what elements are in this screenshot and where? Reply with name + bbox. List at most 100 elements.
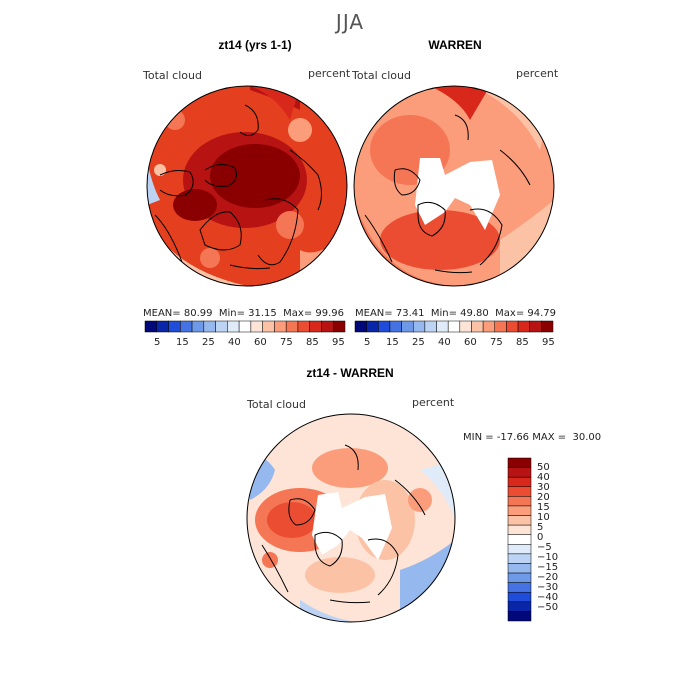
panel2-units: percent xyxy=(516,67,559,80)
diff-colorbar xyxy=(507,457,532,622)
colorbar-swatch xyxy=(191,320,205,333)
diff-tick: −15 xyxy=(537,562,559,573)
colorbar-swatch xyxy=(507,496,532,507)
diff-tick: 40 xyxy=(537,472,550,483)
panel1-max-label: Max= xyxy=(283,308,313,319)
diff-tick: 20 xyxy=(537,492,550,503)
panel1-min: 31.15 xyxy=(248,308,277,319)
diff-map xyxy=(246,413,456,623)
colorbar-swatch xyxy=(309,320,322,333)
colorbar-swatch xyxy=(447,320,461,333)
colorbar-swatch xyxy=(250,320,263,333)
panel1-tick: 25 xyxy=(202,337,215,348)
colorbar-swatch xyxy=(494,320,507,333)
colorbar-swatch xyxy=(507,505,532,516)
panel1-tick: 60 xyxy=(254,337,267,348)
colorbar-swatch xyxy=(238,320,252,333)
colorbar-swatch xyxy=(459,320,472,333)
diff-tick: 30 xyxy=(537,482,550,493)
panel1-stats: MEAN= 80.99 Min= 31.15 Max= 99.96 xyxy=(143,308,344,319)
diff-max-label: MAX = xyxy=(532,432,567,443)
colorbar-swatch xyxy=(507,611,532,622)
panel2-mean: 73.41 xyxy=(395,308,425,319)
panel1-min-label: Min= xyxy=(218,308,245,319)
colorbar-swatch xyxy=(321,320,334,333)
panel2-tick: 95 xyxy=(542,337,555,348)
panel1-title: zt14 (yrs 1-1) xyxy=(218,38,292,52)
colorbar-swatch xyxy=(507,467,532,478)
panel2-tick: 75 xyxy=(490,337,503,348)
colorbar-swatch xyxy=(285,320,299,333)
diff-min-label: MIN = xyxy=(463,432,494,443)
colorbar-swatch xyxy=(507,524,532,535)
colorbar-swatch xyxy=(507,572,532,583)
panel2-max: 94.79 xyxy=(527,308,557,319)
panel2-tick: 5 xyxy=(364,337,371,348)
colorbar-swatch xyxy=(144,320,158,333)
panel2-tick: 40 xyxy=(438,337,451,348)
colorbar-swatch xyxy=(412,320,426,333)
colorbar-swatch xyxy=(507,515,532,526)
colorbar-swatch xyxy=(507,544,532,555)
colorbar-swatch xyxy=(507,582,532,593)
panel2-title: WARREN xyxy=(428,38,482,52)
colorbar-swatch xyxy=(541,320,554,333)
diff-tick: −20 xyxy=(537,572,559,583)
panel2-tick: 85 xyxy=(516,337,529,348)
colorbar-swatch xyxy=(227,320,240,333)
diff-title: zt14 - WARREN xyxy=(306,366,394,380)
panel1-variable: Total cloud xyxy=(143,69,202,82)
colorbar-swatch xyxy=(215,320,228,333)
colorbar-swatch xyxy=(168,320,181,333)
panel2-mean-label: MEAN= xyxy=(355,308,393,319)
panel2-map xyxy=(353,85,555,287)
colorbar-swatch xyxy=(378,320,391,333)
colorbar-swatch xyxy=(401,320,414,333)
panel2-colorbar xyxy=(354,320,554,333)
diff-tick: −40 xyxy=(537,592,559,603)
diff-tick: 5 xyxy=(537,522,544,533)
colorbar-swatch xyxy=(507,534,532,545)
panel1-tick: 95 xyxy=(332,337,345,348)
diff-variable: Total cloud xyxy=(247,398,306,411)
colorbar-swatch xyxy=(274,320,287,333)
colorbar-swatch xyxy=(507,476,532,488)
colorbar-swatch xyxy=(332,320,346,333)
panel2-max-label: Max= xyxy=(495,308,525,319)
panel2-min: 49.80 xyxy=(460,308,489,319)
panel2-variable: Total cloud xyxy=(352,69,411,82)
colorbar-swatch xyxy=(507,553,532,564)
colorbar-swatch xyxy=(507,486,532,497)
colorbar-swatch xyxy=(517,320,530,333)
colorbar-swatch xyxy=(529,320,542,333)
colorbar-swatch xyxy=(297,320,310,333)
colorbar-swatch xyxy=(507,457,532,468)
panel2-tick: 15 xyxy=(386,337,399,348)
diff-units: percent xyxy=(412,396,455,409)
diff-tick: −5 xyxy=(537,542,552,553)
panel1-tick: 15 xyxy=(176,337,189,348)
diff-max: 30.00 xyxy=(572,432,602,443)
colorbar-swatch xyxy=(180,320,193,333)
colorbar-swatch xyxy=(424,320,437,333)
panel1-colorbar xyxy=(144,320,346,333)
panel2-tick: 25 xyxy=(412,337,425,348)
colorbar-swatch xyxy=(156,320,169,333)
panel1-mean: 80.99 xyxy=(183,308,213,319)
panel1-mean-label: MEAN= xyxy=(143,308,181,319)
colorbar-swatch xyxy=(203,320,216,333)
diff-tick: 10 xyxy=(537,512,550,523)
diff-tick: −30 xyxy=(537,582,559,593)
diff-tick: −50 xyxy=(537,602,559,613)
colorbar-swatch xyxy=(436,320,449,333)
panel1-tick: 40 xyxy=(228,337,241,348)
colorbar-swatch xyxy=(389,320,402,333)
panel1-tick: 5 xyxy=(154,337,161,348)
panel2-stats: MEAN= 73.41 Min= 49.80 Max= 94.79 xyxy=(355,308,556,319)
colorbar-swatch xyxy=(366,320,379,333)
panel1-units: percent xyxy=(308,67,351,80)
colorbar-swatch xyxy=(507,563,532,574)
panel2-min-label: Min= xyxy=(430,308,457,319)
diff-tick: −10 xyxy=(537,552,559,563)
